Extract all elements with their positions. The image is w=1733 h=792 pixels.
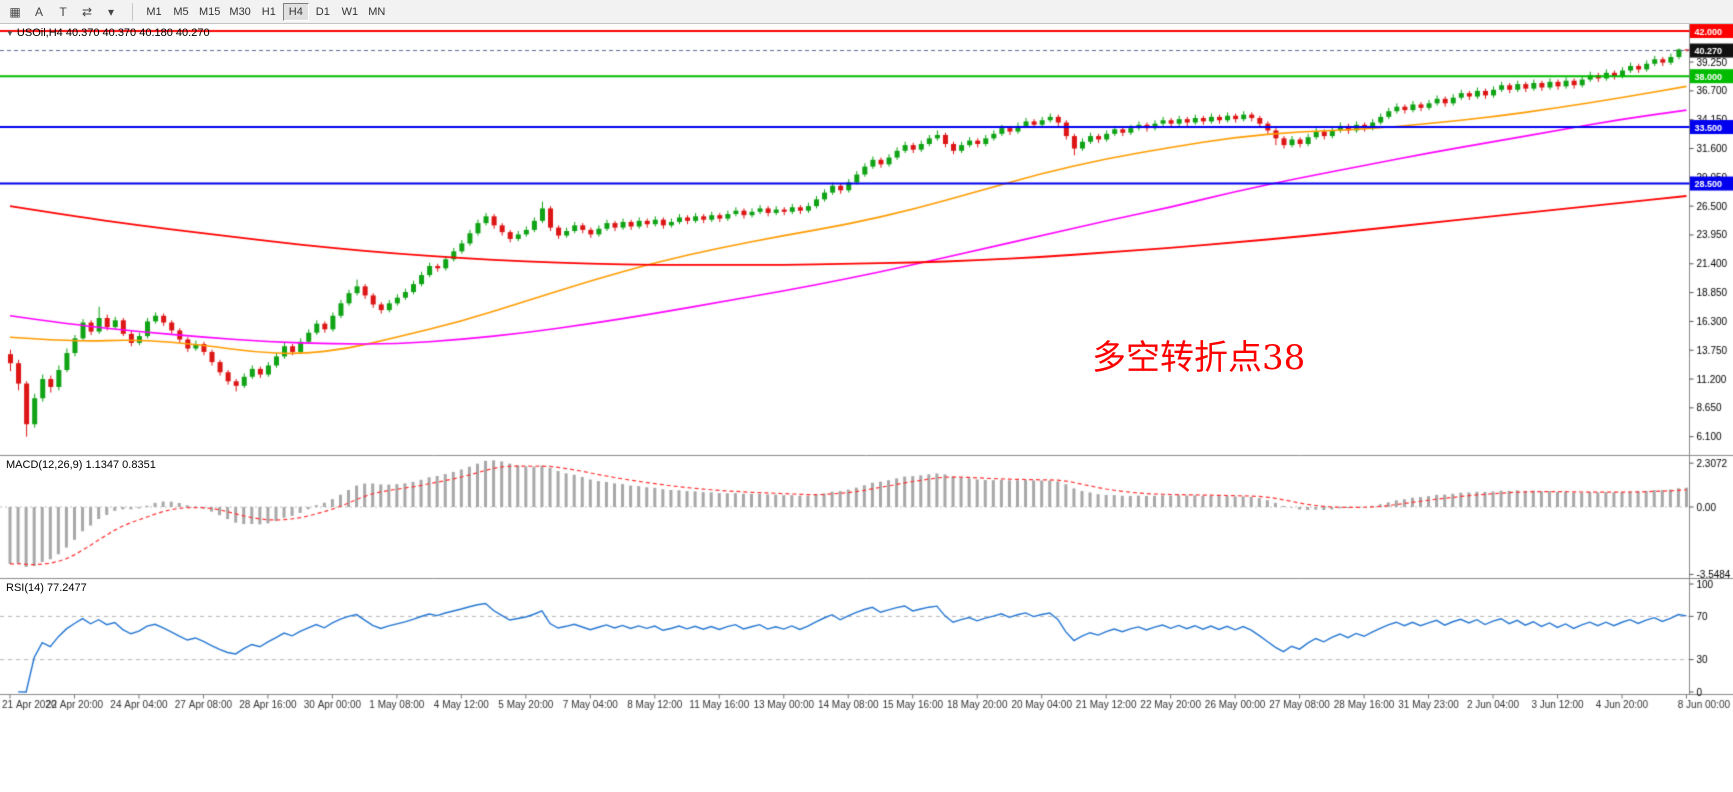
toolbar-tools: ▦ A T ⇄ ▾: [4, 3, 122, 21]
toolbar: ▦ A T ⇄ ▾ M1 M5 M15 M30 H1 H4 D1 W1 MN: [0, 0, 1733, 24]
timeframe-w1-button[interactable]: W1: [337, 3, 363, 21]
caret-down-icon: ▾: [107, 4, 115, 19]
letter-t-icon: T: [59, 4, 67, 19]
symbol-swap-button[interactable]: ⇄: [76, 3, 98, 21]
text-label-button[interactable]: T: [52, 3, 74, 21]
timeframe-h1-button[interactable]: H1: [256, 3, 282, 21]
swap-arrows-icon: ⇄: [81, 4, 93, 19]
timeframe-m30-button[interactable]: M30: [225, 3, 254, 21]
text-annotation-button[interactable]: A: [28, 3, 50, 21]
chart-type-button[interactable]: ▦: [4, 3, 26, 21]
timeframe-m1-button[interactable]: M1: [141, 3, 167, 21]
timeframe-m15-button[interactable]: M15: [195, 3, 224, 21]
timeframe-m5-button[interactable]: M5: [168, 3, 194, 21]
chart-annotation-text[interactable]: 多空转折点38: [1092, 338, 1306, 378]
swap-dropdown-button[interactable]: ▾: [100, 3, 122, 21]
timeframe-d1-button[interactable]: D1: [310, 3, 336, 21]
bar-chart-icon: ▦: [9, 4, 21, 19]
timeframe-mn-button[interactable]: MN: [364, 3, 390, 21]
letter-a-icon: A: [34, 4, 43, 19]
timeframe-h4-button[interactable]: H4: [282, 2, 309, 21]
timeframe-bar: M1 M5 M15 M30 H1 H4 D1 W1 MN: [132, 2, 390, 21]
